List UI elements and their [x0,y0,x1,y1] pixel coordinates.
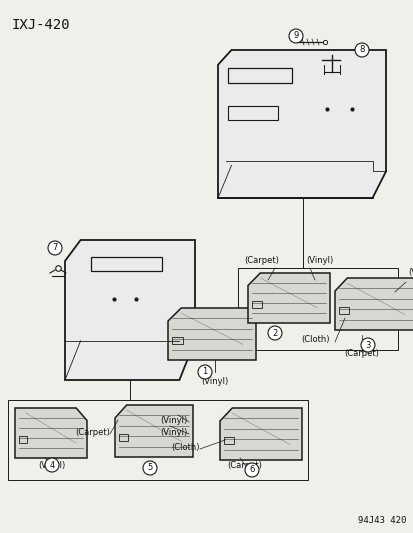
Text: 4: 4 [49,461,55,470]
Bar [252,301,261,308]
Text: 9: 9 [293,31,298,41]
Text: (Vinyl): (Vinyl) [306,256,333,265]
Text: (Carpet): (Carpet) [75,428,110,437]
Text: (Carpet): (Carpet) [244,256,279,265]
Polygon shape [219,408,301,460]
Text: 5: 5 [147,464,152,472]
Bar [223,437,233,445]
Bar [8,400,307,480]
Polygon shape [334,278,413,330]
Bar [228,68,291,83]
Bar [172,337,183,344]
Text: 8: 8 [358,45,364,54]
Polygon shape [218,50,385,198]
Circle shape [354,43,368,57]
Bar [119,434,128,441]
Bar [338,306,348,314]
Circle shape [360,338,374,352]
Circle shape [45,458,59,472]
Text: 94J43 420: 94J43 420 [357,516,405,525]
Bar [228,106,278,119]
Text: (Carpet): (Carpet) [227,461,262,470]
Text: IXJ-420: IXJ-420 [12,18,71,32]
Circle shape [197,365,211,379]
Bar [19,435,27,443]
Polygon shape [65,240,195,380]
Text: 6: 6 [249,465,254,474]
Text: (Vinyl): (Vinyl) [38,461,66,470]
Polygon shape [115,405,192,457]
Text: 1: 1 [202,367,207,376]
Bar [237,268,397,350]
Polygon shape [168,308,255,360]
Bar [91,257,162,271]
Text: (Carpet): (Carpet) [344,349,379,358]
Circle shape [288,29,302,43]
Polygon shape [247,273,329,323]
Text: 3: 3 [364,341,370,350]
Text: (Vinyl): (Vinyl) [160,416,188,425]
Circle shape [267,326,281,340]
Text: (Cloth): (Cloth) [301,335,329,344]
Polygon shape [15,408,87,458]
Text: (Vinyl): (Vinyl) [160,428,188,437]
Text: 7: 7 [52,244,57,253]
Text: (Vinyl): (Vinyl) [407,268,413,277]
Text: (Cloth): (Cloth) [171,443,199,452]
Circle shape [48,241,62,255]
Text: 2: 2 [272,328,277,337]
Text: (Vinyl): (Vinyl) [201,377,228,386]
Circle shape [142,461,157,475]
Circle shape [244,463,259,477]
